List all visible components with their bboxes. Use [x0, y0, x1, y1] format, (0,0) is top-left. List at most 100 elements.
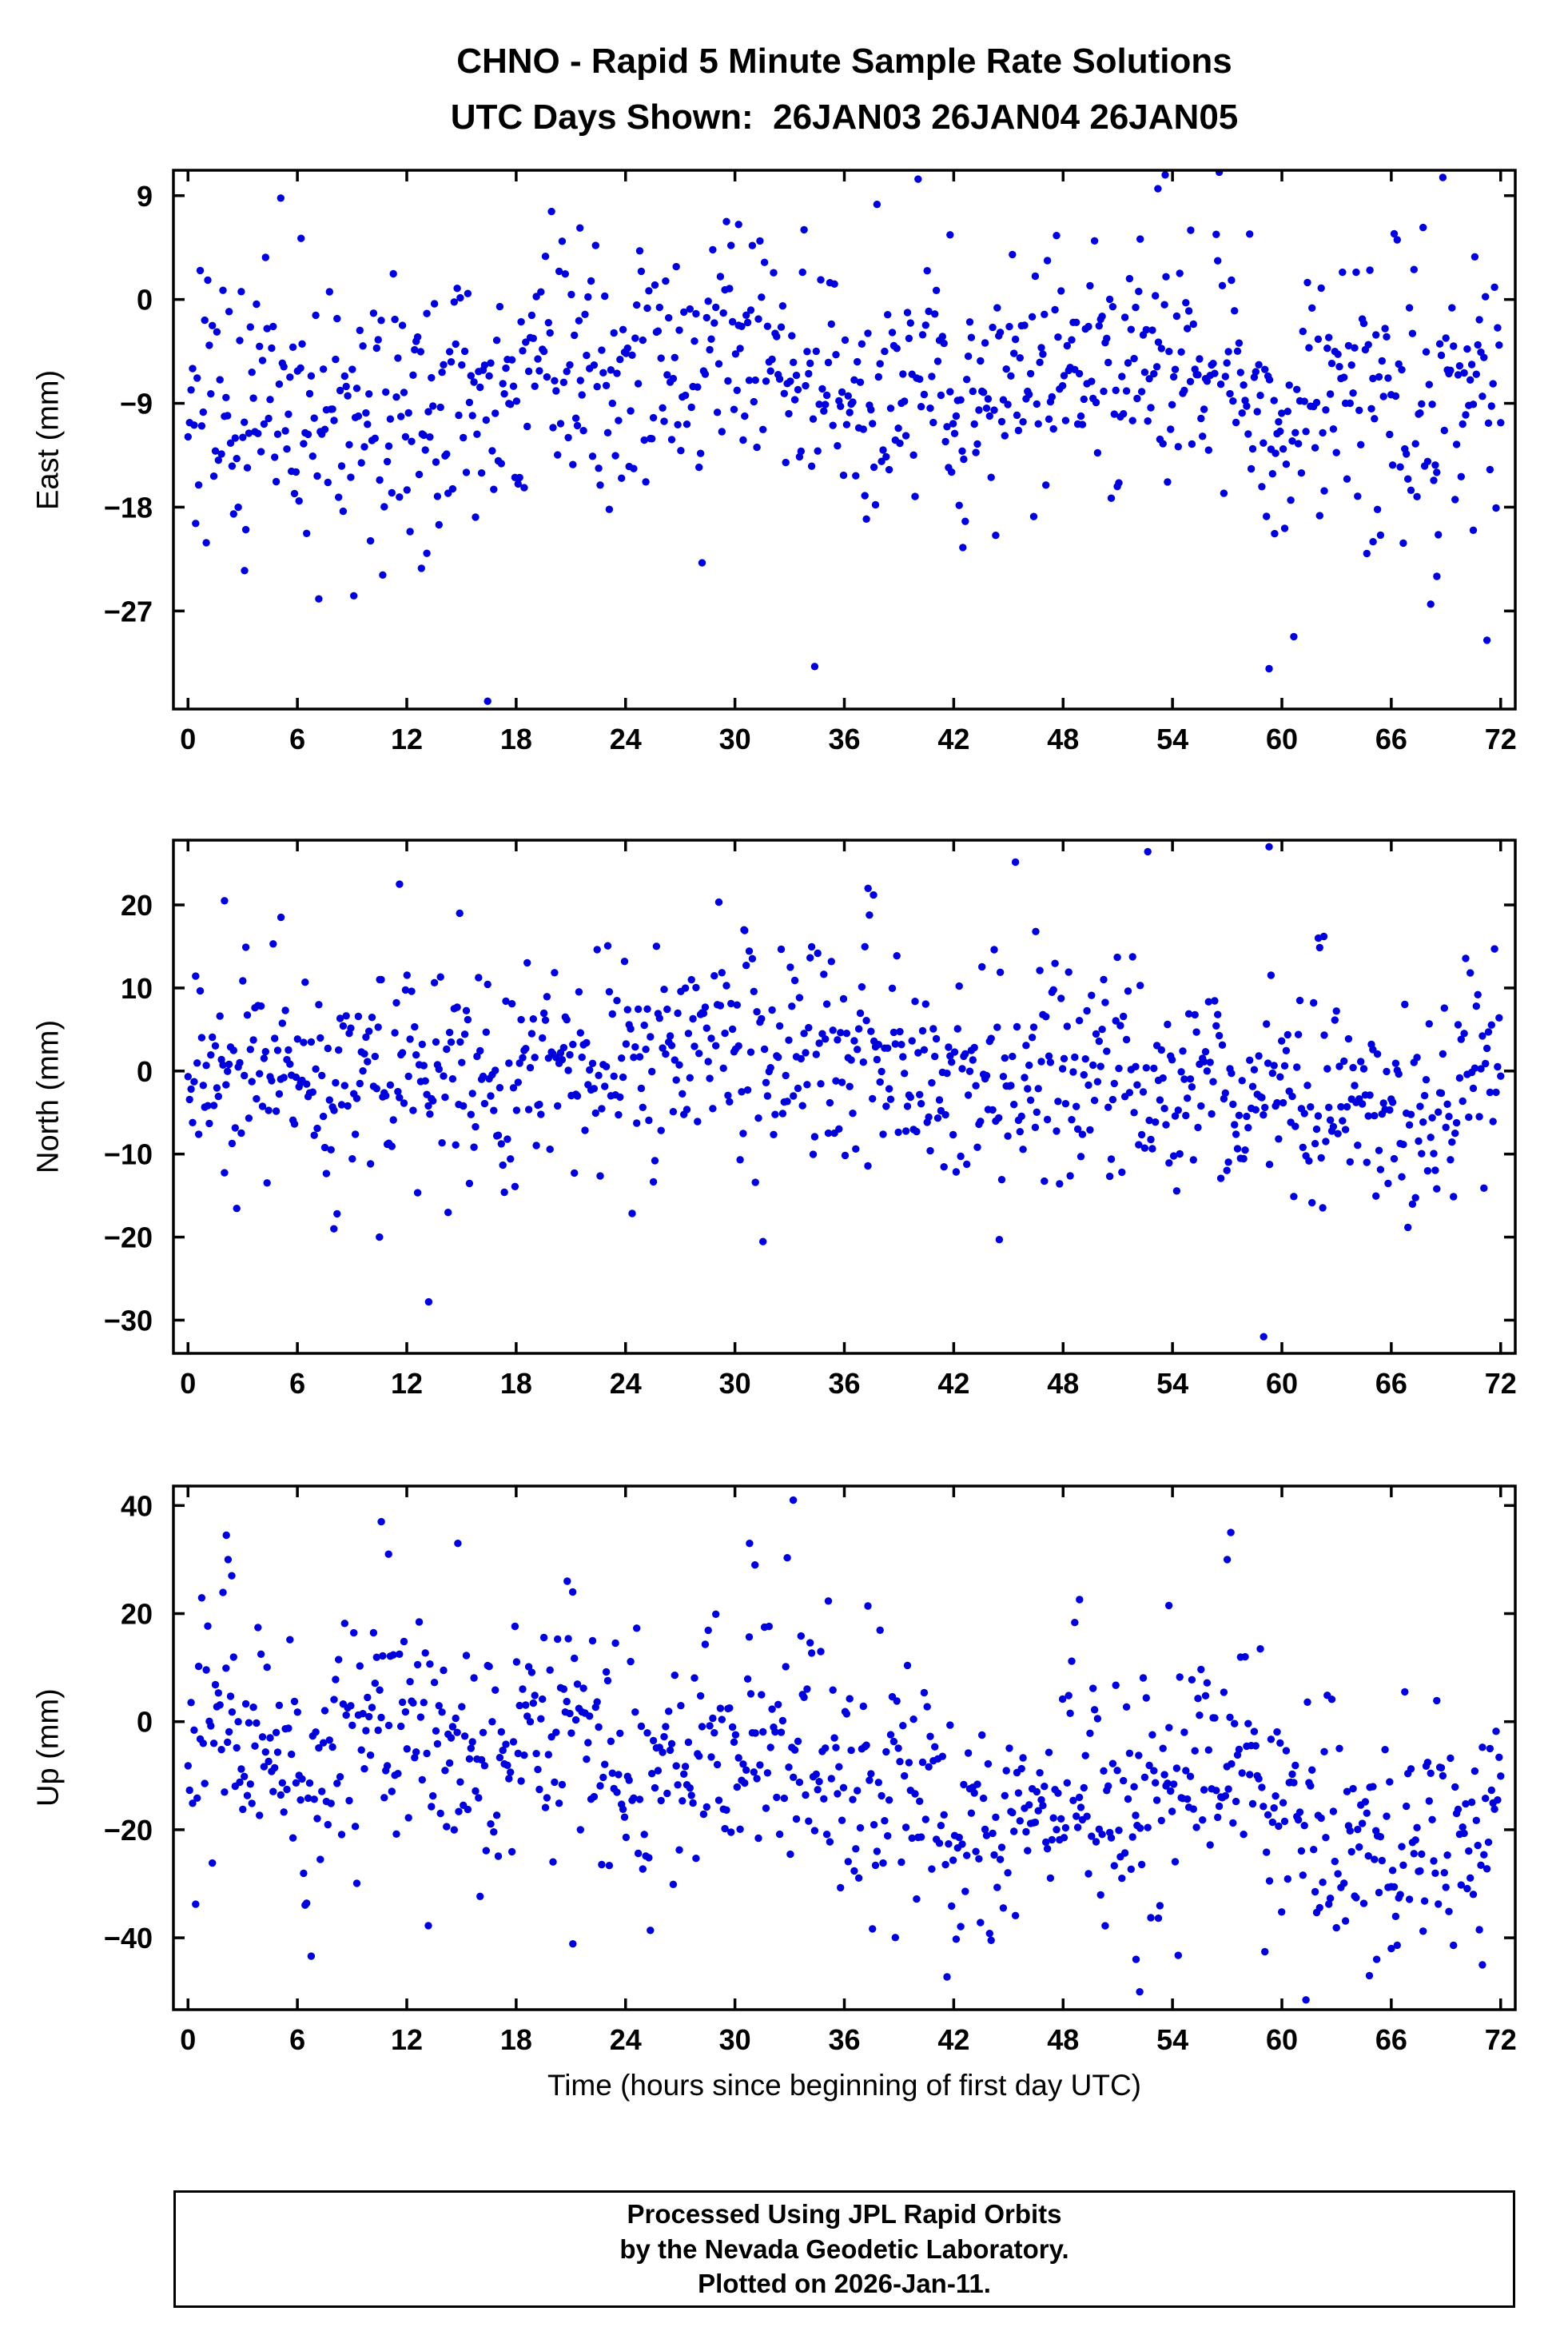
data-point: [1113, 953, 1121, 962]
data-point: [738, 322, 746, 330]
data-point: [753, 443, 761, 452]
data-point: [356, 1662, 364, 1670]
data-point: [731, 350, 740, 358]
data-point: [224, 1738, 232, 1747]
data-point: [330, 416, 338, 424]
data-point: [918, 331, 927, 339]
data-point: [679, 1090, 686, 1098]
data-point: [756, 237, 764, 245]
data-point: [1077, 1153, 1085, 1161]
data-point: [277, 194, 285, 202]
data-point: [1165, 1723, 1173, 1731]
data-point: [1419, 1927, 1427, 1935]
data-point: [1386, 430, 1394, 439]
data-point: [1211, 369, 1219, 377]
data-point: [1327, 360, 1336, 368]
data-point: [514, 480, 522, 488]
data-point: [1136, 235, 1144, 243]
data-point: [316, 1034, 324, 1042]
data-point: [455, 1807, 463, 1815]
data-point: [794, 1084, 802, 1093]
data-point: [655, 1014, 663, 1022]
data-point: [935, 1096, 944, 1104]
data-point: [1398, 1843, 1406, 1851]
data-point: [1279, 445, 1287, 453]
data-point: [835, 1125, 843, 1134]
data-point: [1154, 338, 1163, 346]
panel-frame: [172, 839, 1517, 1355]
data-point: [1228, 1070, 1236, 1078]
data-point: [190, 1726, 198, 1734]
data-point: [888, 984, 897, 993]
data-point: [465, 1179, 474, 1188]
data-point: [1004, 1132, 1012, 1140]
data-point: [989, 1829, 997, 1838]
data-point-outlier: [995, 1236, 1004, 1244]
data-point: [862, 515, 870, 523]
data-point: [1226, 389, 1234, 398]
data-point: [822, 400, 830, 408]
data-point: [616, 356, 624, 364]
data-point: [555, 1799, 563, 1807]
data-point: [593, 946, 601, 954]
data-point: [1492, 1088, 1500, 1097]
data-point: [921, 1000, 930, 1008]
data-point: [494, 1852, 503, 1860]
data-point: [905, 1759, 913, 1767]
data-point: [1005, 1744, 1013, 1752]
data-point: [599, 1773, 607, 1782]
data-point: [1233, 347, 1242, 355]
data-point: [1305, 344, 1313, 352]
data-point: [1452, 440, 1461, 448]
data-point: [450, 1826, 458, 1834]
data-point: [324, 478, 332, 487]
data-point: [1395, 360, 1403, 369]
data-point: [401, 1707, 410, 1716]
data-point: [194, 1662, 203, 1671]
data-point: [964, 1749, 973, 1757]
data-point: [777, 1728, 786, 1736]
data-point: [415, 1618, 424, 1626]
data-point: [824, 358, 833, 367]
data-point: [211, 1680, 220, 1689]
data-point: [689, 1014, 697, 1023]
data-point: [1019, 418, 1027, 426]
data-point: [409, 371, 417, 379]
data-point: [699, 1010, 708, 1018]
data-point: [1058, 1695, 1067, 1703]
data-point: [318, 1071, 326, 1080]
data-point: [539, 1633, 548, 1642]
data-point: [618, 1054, 626, 1062]
data-point: [1098, 313, 1106, 321]
data-point: [1287, 496, 1295, 504]
data-point: [1201, 1048, 1210, 1056]
data-point: [727, 999, 735, 1008]
data-point: [1174, 443, 1183, 451]
data-point: [879, 1859, 887, 1867]
data-point: [460, 1030, 469, 1038]
data-point: [1450, 1941, 1458, 1950]
data-point: [465, 1755, 474, 1763]
data-point: [1200, 1058, 1208, 1066]
data-point: [476, 1046, 484, 1055]
data-point: [1196, 355, 1204, 363]
data-point: [640, 1831, 648, 1839]
data-point: [1238, 409, 1246, 417]
data-point: [1349, 389, 1357, 397]
data-point: [319, 1739, 328, 1747]
data-point: [908, 1834, 916, 1843]
data-point: [539, 1009, 548, 1018]
data-point: [1077, 1803, 1085, 1811]
data-point: [187, 1085, 195, 1094]
data-point: [413, 1660, 422, 1669]
data-point: [1450, 342, 1458, 350]
x-tick-label: 42: [937, 1367, 969, 1400]
data-point: [1480, 1184, 1488, 1193]
data-point: [366, 1751, 375, 1759]
data-point: [360, 1050, 368, 1058]
data-point: [1034, 420, 1042, 428]
data-point: [368, 1703, 376, 1711]
data-point: [1331, 1016, 1339, 1024]
data-point: [1105, 1172, 1114, 1181]
data-point: [1093, 448, 1102, 457]
